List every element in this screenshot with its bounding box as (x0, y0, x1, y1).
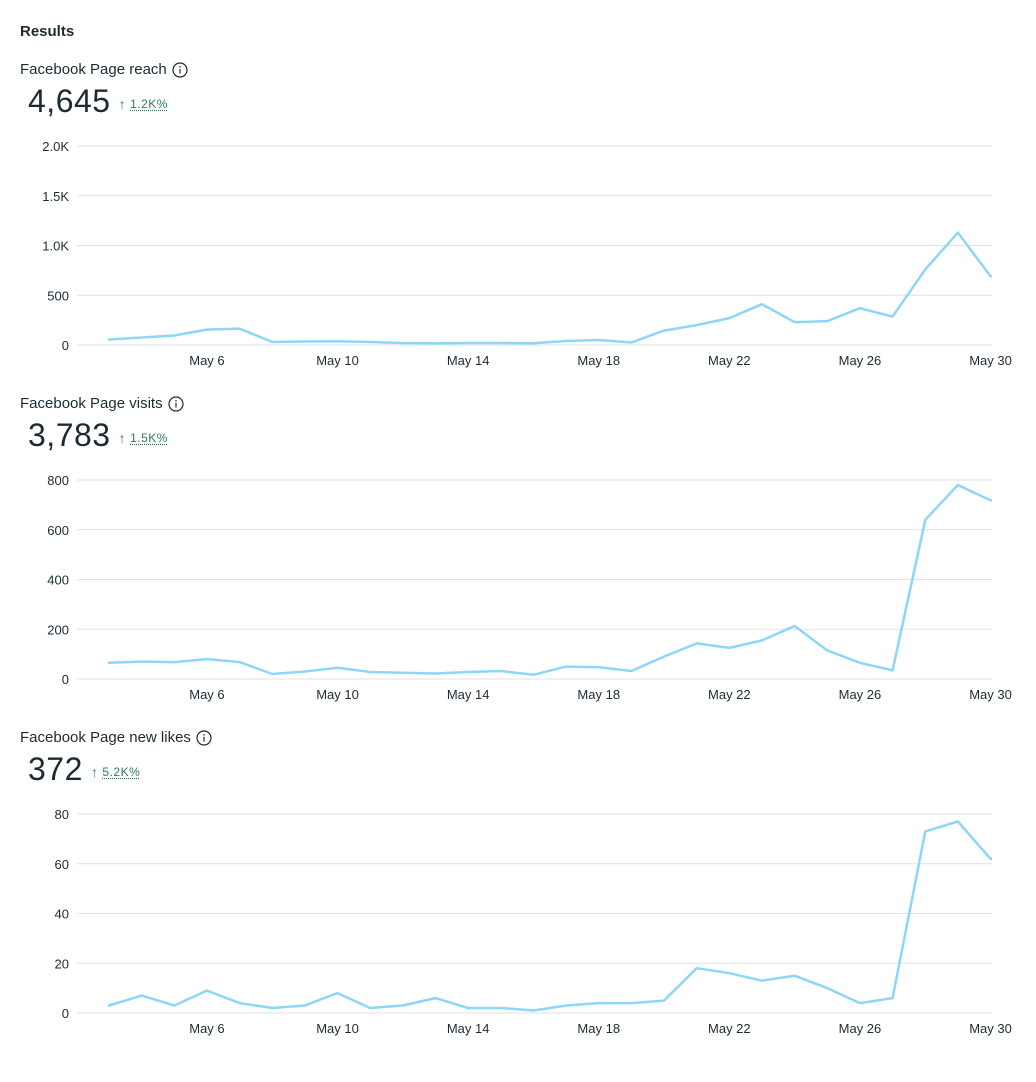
chart-page-visits: 0 200 400 600 800 May 6 May 10 May 14 May 18 May … (47, 473, 1023, 702)
metric-page-visits: Facebook Page visits 3,783 ↑ 1.5K% (0, 395, 1036, 715)
chart-page-reach: 0 500 1.0K 1.5K 2.0K May 6 May 10 May 14 May 18 M… (42, 139, 1023, 368)
x-tick-label: May 14 (447, 1021, 490, 1036)
y-tick-label: 0 (62, 672, 69, 687)
metric-page-new-likes: Facebook Page new likes 372 ↑ 5.2K% (0, 729, 1036, 1049)
metric-value: 3,783 ↑ 1.5K% (28, 417, 168, 454)
series-line[interactable] (107, 231, 1023, 345)
y-tick-label: 1.0K (42, 239, 69, 254)
x-tick-label: May 10 (316, 687, 359, 702)
series-line[interactable] (107, 483, 1023, 677)
metric-label-text: Facebook Page reach (20, 61, 167, 78)
y-tick-label: 500 (47, 288, 69, 303)
x-tick-label: May 6 (189, 687, 224, 702)
x-tick-label: May 30 (969, 687, 1012, 702)
x-tick-label: May 18 (577, 687, 620, 702)
trend-percent: 5.2K% (102, 765, 141, 779)
y-tick-label: 20 (55, 956, 69, 971)
y-tick-label: 1.5K (42, 189, 69, 204)
metric-total: 4,645 (28, 83, 111, 119)
metric-label: Facebook Page new likes (20, 729, 212, 746)
y-tick-label: 0 (62, 338, 69, 353)
arrow-up-icon: ↑ (118, 430, 127, 446)
metric-total: 3,783 (28, 417, 111, 453)
trend-percent: 1.5K% (130, 431, 168, 445)
x-tick-label: May 30 (969, 353, 1012, 368)
chart-page-new-likes: 0 20 40 60 80 May 6 May 10 May 14 May 18 May 22 Ma… (55, 807, 1023, 1036)
arrow-up-icon: ↑ (118, 96, 127, 112)
x-tick-label: May 22 (708, 687, 751, 702)
x-tick-label: May 26 (839, 1021, 882, 1036)
x-tick-label: May 6 (189, 353, 224, 368)
info-circle-icon[interactable] (172, 61, 188, 78)
y-tick-label: 40 (55, 907, 69, 922)
x-tick-label: May 26 (839, 687, 882, 702)
metric-value: 4,645 ↑ 1.2K% (28, 83, 168, 120)
y-tick-label: 80 (55, 807, 69, 822)
x-tick-label: May 22 (708, 1021, 751, 1036)
y-tick-label: 400 (47, 573, 69, 588)
x-tick-label: May 10 (316, 1021, 359, 1036)
info-circle-icon[interactable] (167, 395, 184, 412)
x-tick-label: May 18 (577, 353, 620, 368)
y-tick-label: 60 (55, 857, 69, 872)
y-tick-label: 200 (47, 622, 69, 637)
y-tick-label: 800 (47, 473, 69, 488)
metric-value: 372 ↑ 5.2K% (28, 751, 140, 788)
y-tick-label: 2.0K (42, 139, 69, 154)
metric-label-text: Facebook Page visits (20, 395, 163, 412)
info-circle-icon[interactable] (196, 729, 212, 746)
trend-indicator[interactable]: ↑ 5.2K% (91, 764, 140, 780)
trend-percent: 1.2K% (130, 97, 168, 111)
metric-page-reach: Facebook Page reach 4,645 ↑ 1.2K% (0, 61, 1036, 381)
metric-total: 372 (28, 751, 83, 787)
x-tick-label: May 18 (577, 1021, 620, 1036)
arrow-up-icon: ↑ (90, 764, 99, 780)
metric-label: Facebook Page reach (20, 61, 188, 78)
trend-indicator[interactable]: ↑ 1.5K% (119, 430, 168, 446)
results-heading: Results (20, 23, 75, 40)
series-line[interactable] (107, 820, 1023, 1012)
x-tick-label: May 14 (447, 687, 490, 702)
x-tick-label: May 22 (708, 353, 751, 368)
x-tick-label: May 26 (839, 353, 882, 368)
y-tick-label: 600 (47, 523, 69, 538)
trend-indicator[interactable]: ↑ 1.2K% (119, 96, 168, 112)
y-tick-label: 0 (62, 1006, 69, 1021)
x-tick-label: May 30 (969, 1021, 1012, 1036)
x-tick-label: May 14 (447, 353, 490, 368)
x-tick-label: May 10 (316, 353, 359, 368)
x-tick-label: May 6 (189, 1021, 224, 1036)
metric-label-text: Facebook Page new likes (20, 729, 191, 746)
metric-label: Facebook Page visits (20, 395, 184, 412)
